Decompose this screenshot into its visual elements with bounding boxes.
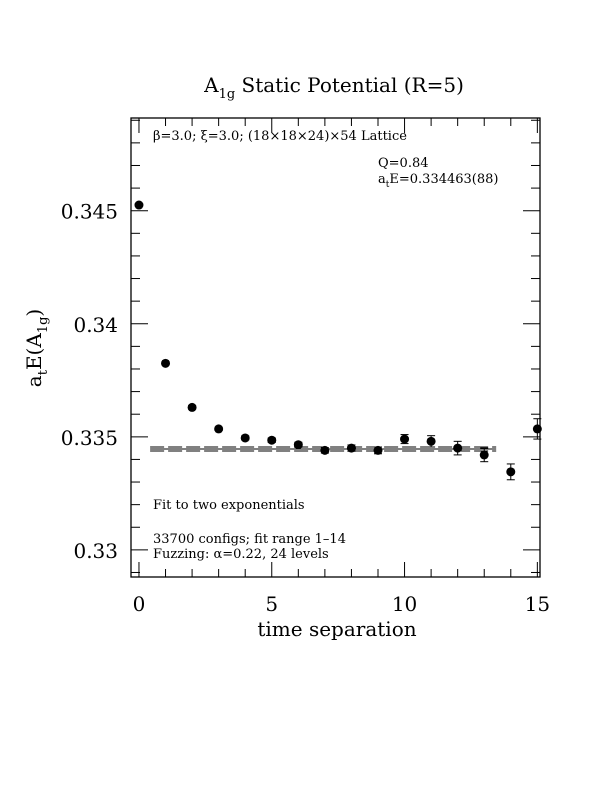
point-marker	[320, 445, 330, 455]
plot-frame	[130, 117, 541, 578]
point-marker	[346, 443, 356, 453]
data-point	[453, 440, 463, 456]
x-tick-label: 5	[265, 592, 278, 616]
y-axis-label-a: a	[22, 375, 46, 387]
y-axis-label-sub: 1g	[36, 317, 51, 334]
data-point	[506, 463, 516, 481]
x-tick-label: 10	[392, 592, 417, 616]
q-annotation: Q=0.84	[378, 156, 429, 171]
fit-annotation: Fit to two exponentials	[153, 498, 305, 513]
x-axis-label: time separation	[257, 617, 416, 641]
y-axis-label-close: )	[22, 309, 46, 317]
data-points	[134, 200, 542, 481]
data-point	[134, 200, 144, 210]
point-marker	[161, 358, 171, 368]
chart-title-main: A	[203, 73, 219, 97]
data-point	[161, 358, 171, 368]
point-marker	[293, 440, 303, 450]
point-marker	[214, 424, 224, 434]
energy-sub: t	[386, 180, 390, 190]
fuzzing-annotation: Fuzzing: α=0.22, 24 levels	[153, 547, 329, 562]
y-tick-label: 0.33	[73, 539, 118, 563]
y-tick-label: 0.34	[73, 313, 118, 337]
point-marker	[187, 402, 197, 412]
data-point	[373, 445, 383, 455]
point-marker	[453, 443, 463, 453]
energy-value: E=0.334463(88)	[389, 172, 498, 187]
y-axis-label-mid: E(A	[22, 333, 46, 370]
data-point	[240, 433, 250, 443]
point-marker	[506, 467, 516, 477]
data-point	[479, 447, 489, 463]
point-marker	[240, 433, 250, 443]
y-axis-label-t: t	[36, 369, 51, 375]
y-tick-label: 0.335	[61, 426, 118, 450]
data-point	[293, 440, 303, 450]
chart-title: A1g Static Potential (R=5)	[203, 73, 464, 102]
data-point	[400, 434, 410, 445]
y-axis-label: atE(A1g)	[22, 309, 51, 387]
x-tick-label: 15	[525, 592, 550, 616]
point-marker	[267, 435, 277, 445]
energy-annotation: atE=0.334463(88)	[378, 172, 499, 190]
data-point	[320, 445, 330, 455]
energy-prefix: a	[378, 172, 386, 187]
axis-ticks	[131, 118, 540, 577]
configs-annotation: 33700 configs; fit range 1–14	[153, 532, 346, 547]
point-marker	[532, 424, 542, 434]
data-point	[187, 402, 197, 412]
lattice-annotation: β=3.0; ξ=3.0; (18×18×24)×54 Lattice	[153, 129, 407, 144]
point-marker	[134, 200, 144, 210]
point-marker	[373, 445, 383, 455]
y-tick-label: 0.345	[61, 200, 118, 224]
data-point	[426, 435, 436, 448]
data-point	[214, 424, 224, 434]
tick-labels: 0 5 10 15 0.33 0.335 0.34 0.345	[61, 200, 550, 616]
data-point	[346, 443, 356, 453]
chart-title-sub: 1g	[219, 87, 236, 102]
point-marker	[479, 450, 489, 460]
data-point	[532, 418, 542, 440]
data-point	[267, 435, 277, 445]
point-marker	[426, 436, 436, 446]
point-marker	[400, 434, 410, 444]
chart-title-rest: Static Potential (R=5)	[235, 73, 464, 97]
x-tick-label: 0	[133, 592, 146, 616]
